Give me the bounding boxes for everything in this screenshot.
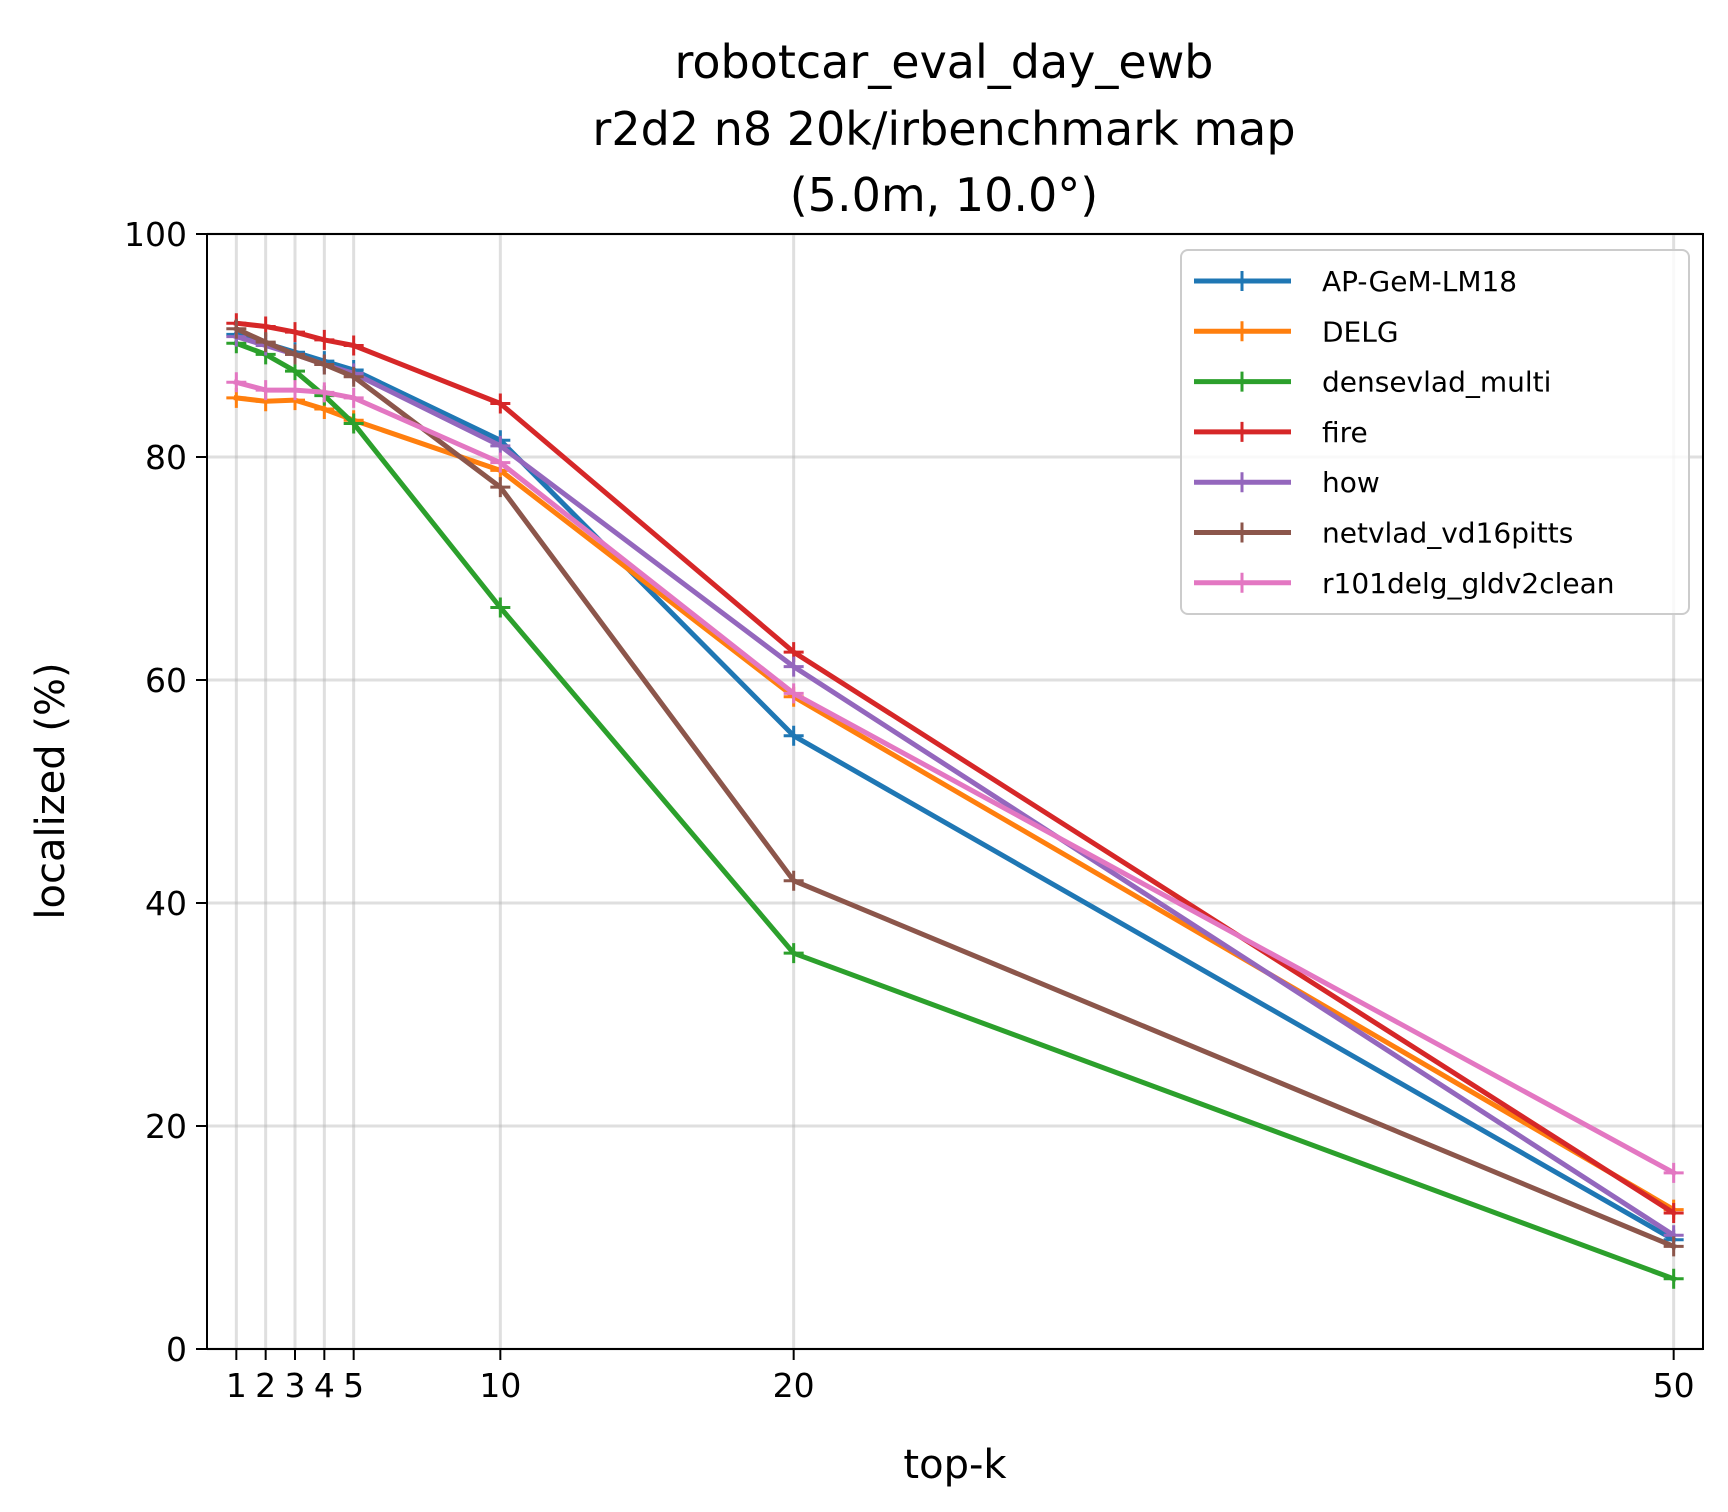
legend-item-4: how <box>1194 466 1380 499</box>
legend-item-1: DELG <box>1194 315 1399 348</box>
legend-label-0: AP-GeM-LM18 <box>1322 265 1517 298</box>
series-5 <box>226 318 1684 1257</box>
y-tick-label-1: 20 <box>145 1107 187 1146</box>
legend-label-3: fire <box>1322 416 1368 449</box>
data-point-0-6 <box>783 725 804 746</box>
legend-label-4: how <box>1322 466 1380 499</box>
chart-title-line-1: robotcar_eval_day_ewb <box>674 35 1213 89</box>
data-point-5-0 <box>226 318 247 339</box>
y-tick-label-4: 80 <box>145 438 187 477</box>
data-point-5-3 <box>314 354 335 375</box>
chart-title-line-2: r2d2 n8 20k/irbenchmark map <box>592 102 1295 156</box>
data-point-5-6 <box>783 870 804 891</box>
legend-item-5: netvlad_vd16pitts <box>1194 517 1573 550</box>
data-point-6-6 <box>783 683 804 704</box>
legend-marker-1 <box>1232 321 1252 342</box>
data-point-5-5 <box>490 477 511 498</box>
data-point-5-2 <box>285 344 305 365</box>
x-tick-label-2: 3 <box>285 1366 306 1405</box>
axis-ticks: 1 2 3 4 5 10 20 50 0 20 40 60 80 100 <box>124 215 1695 1405</box>
legend-marker-4 <box>1232 472 1252 493</box>
data-point-3-4 <box>343 335 364 356</box>
data-point-5-4 <box>343 366 364 387</box>
y-tick-label-0: 0 <box>166 1330 187 1369</box>
series-lines <box>226 313 1684 1289</box>
data-point-6-0 <box>226 372 247 393</box>
data-point-2-2 <box>285 361 305 382</box>
y-tick-label-5: 100 <box>124 215 187 254</box>
data-point-3-2 <box>285 322 305 343</box>
data-point-6-3 <box>314 382 335 403</box>
data-point-5-7 <box>1663 1236 1684 1257</box>
data-point-3-3 <box>314 329 335 350</box>
x-tick-label-0: 1 <box>226 1366 247 1405</box>
chart-title-line-3: (5.0m, 10.0°) <box>790 168 1099 222</box>
plot-area-frame <box>206 233 1704 1350</box>
legend-item-6: r101delg_gldv2clean <box>1194 567 1615 600</box>
series-line-2 <box>233 340 1677 1283</box>
data-point-6-4 <box>343 387 364 408</box>
series-3 <box>226 313 1684 1223</box>
legend-marker-0 <box>1232 271 1252 291</box>
data-point-4-5 <box>490 435 511 456</box>
data-point-5-1 <box>255 332 276 353</box>
data-point-4-6 <box>783 656 804 677</box>
x-tick-label-7: 50 <box>1653 1366 1695 1405</box>
legend-box <box>1180 249 1690 615</box>
legend-item-3: fire <box>1194 416 1368 449</box>
x-tick-label-6: 20 <box>773 1366 815 1405</box>
x-tick-label-4: 5 <box>343 1366 364 1405</box>
data-point-6-7 <box>1663 1162 1684 1183</box>
legend-item-2: densevlad_multi <box>1194 366 1551 399</box>
data-point-3-5 <box>490 393 511 414</box>
data-point-3-7 <box>1663 1202 1684 1223</box>
y-tick-label-2: 40 <box>145 884 187 923</box>
legend-marker-5 <box>1232 522 1252 543</box>
legend-item-0: AP-GeM-LM18 <box>1194 265 1517 298</box>
legend-marker-2 <box>1232 371 1252 392</box>
x-tick-label-5: 10 <box>479 1366 521 1405</box>
legend-label-2: densevlad_multi <box>1322 366 1551 399</box>
data-point-6-5 <box>490 452 511 473</box>
data-point-6-1 <box>255 380 276 401</box>
data-point-2-6 <box>783 943 804 964</box>
y-tick-label-3: 60 <box>145 661 187 700</box>
data-point-2-5 <box>490 597 511 618</box>
legend-marker-3 <box>1232 421 1252 442</box>
legend-label-5: netvlad_vd16pitts <box>1322 517 1573 550</box>
x-tick-label-3: 4 <box>314 1366 335 1405</box>
legend-label-6: r101delg_gldv2clean <box>1322 567 1615 600</box>
legend-label-1: DELG <box>1322 315 1399 348</box>
y-axis-label: localized (%) <box>28 662 74 919</box>
series-line-5 <box>232 325 1677 1250</box>
x-tick-label-1: 2 <box>255 1366 276 1405</box>
data-point-6-2 <box>285 380 305 401</box>
data-point-2-7 <box>1663 1268 1684 1289</box>
legend-marker-6 <box>1232 572 1252 593</box>
series-6 <box>226 372 1684 1183</box>
data-point-2-4 <box>343 413 364 434</box>
x-axis-label: top-k <box>903 1442 1007 1488</box>
